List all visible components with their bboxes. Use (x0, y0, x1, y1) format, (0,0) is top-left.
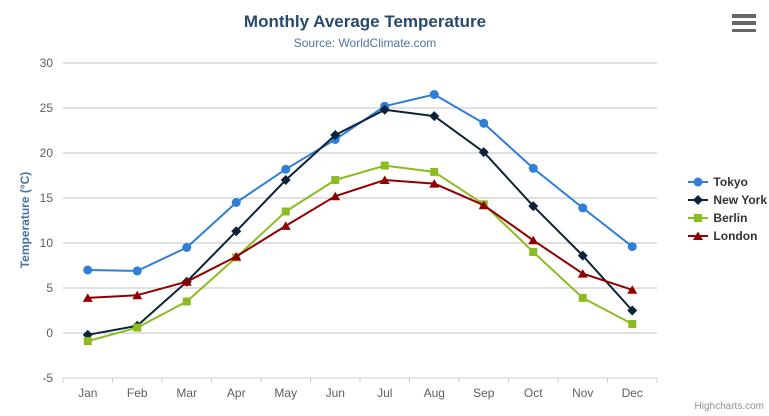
legend-marker-triangle-icon (688, 231, 709, 240)
x-axis-tick-label: Feb (127, 386, 148, 400)
series-line-london (86, 179, 634, 299)
hamburger-bar (732, 28, 756, 32)
series-new-york (82, 104, 638, 340)
data-point-marker (429, 90, 439, 99)
data-point-marker (83, 337, 92, 346)
data-point-marker (330, 130, 341, 140)
hamburger-bar (732, 14, 756, 18)
legend-marker-circle-icon (688, 177, 709, 187)
x-axis-tick-label: Mar (176, 386, 197, 400)
legend-marker-shape (693, 195, 704, 205)
data-point-marker (429, 111, 440, 122)
legend-item-london[interactable]: London (688, 229, 767, 243)
chart-title: Monthly Average Temperature (243, 12, 487, 31)
legend-marker-diamond-icon (688, 195, 709, 205)
y-axis-tick-label: 5 (46, 281, 53, 295)
data-point-marker (577, 269, 588, 278)
data-point-marker (578, 293, 587, 302)
x-axis-tick-label: May (274, 386, 297, 400)
data-point-marker (231, 198, 241, 207)
x-axis-tick-label: Jul (377, 386, 392, 400)
data-point-marker (231, 226, 242, 237)
legend-label-london: London (713, 229, 758, 243)
series-line-new-york (86, 108, 634, 336)
series-london (82, 175, 638, 302)
x-axis-tick-label: Oct (524, 386, 543, 400)
legend-label-berlin: Berlin (713, 211, 748, 225)
hamburger-icon[interactable] (732, 14, 756, 32)
x-axis-tick-label: Sep (473, 386, 495, 400)
data-point-marker (281, 207, 290, 216)
data-point-marker (330, 191, 341, 201)
legend-marker-shape (694, 214, 703, 222)
data-point-marker (380, 161, 389, 170)
data-point-marker (182, 243, 192, 252)
y-axis-tick-label: 15 (40, 191, 54, 205)
legend: Tokyo New York Berlin London (688, 175, 767, 243)
data-point-marker (528, 163, 538, 173)
data-point-marker (132, 290, 143, 300)
data-point-marker (181, 277, 192, 286)
x-axis-tick-label: Nov (572, 386, 593, 400)
data-point-marker (479, 118, 489, 128)
y-axis-tick-label: 10 (40, 236, 54, 250)
credits-link[interactable]: Highcharts.com (694, 401, 764, 412)
legend-item-new-york[interactable]: New York (688, 193, 767, 207)
x-axis-tick-label: Aug (424, 386, 445, 400)
data-point-marker (231, 252, 242, 261)
data-point-marker (82, 293, 93, 302)
series-tokyo (83, 90, 637, 276)
data-point-marker (478, 147, 489, 158)
data-point-marker (528, 201, 539, 212)
data-point-marker (627, 305, 638, 316)
x-axis-tick-label: Apr (227, 386, 246, 400)
series-line-berlin (86, 164, 634, 343)
data-point-marker (577, 250, 588, 261)
x-axis-tick-label: Jan (78, 386, 97, 400)
y-axis-tick-label: 25 (40, 101, 54, 115)
data-point-marker (331, 176, 340, 184)
x-axis-tick-label: Jun (326, 386, 345, 400)
data-point-marker (578, 203, 588, 213)
series-line-tokyo (86, 93, 634, 272)
data-point-marker (628, 320, 637, 328)
x-axis-tick-label: Dec (622, 386, 643, 400)
data-point-marker (379, 104, 390, 115)
y-axis-tick-label: 30 (40, 56, 54, 70)
hamburger-bar (732, 21, 756, 25)
data-point-marker (627, 285, 638, 294)
data-point-marker (133, 323, 142, 332)
legend-marker-shape (693, 177, 703, 187)
data-point-marker (529, 248, 538, 256)
legend-item-tokyo[interactable]: Tokyo (688, 175, 767, 189)
data-point-marker (281, 164, 291, 174)
data-point-marker (430, 167, 439, 176)
legend-label-new-york: New York (713, 193, 767, 207)
data-point-marker (528, 235, 539, 245)
data-point-marker (627, 242, 637, 252)
data-point-marker (280, 221, 291, 230)
legend-marker-shape (693, 231, 704, 240)
y-axis-tick-label: -5 (42, 371, 53, 385)
data-point-marker (478, 200, 489, 210)
data-point-marker (429, 179, 440, 188)
data-point-marker (132, 266, 142, 276)
legend-marker-square-icon (688, 214, 709, 222)
data-point-marker (280, 175, 291, 185)
data-point-marker (83, 265, 93, 275)
y-axis-tick-label: 20 (40, 146, 54, 160)
chart-subtitle: Source: WorldClimate.com (293, 36, 437, 50)
legend-item-berlin[interactable]: Berlin (688, 211, 767, 225)
data-point-marker (182, 297, 191, 306)
data-point-marker (379, 175, 390, 184)
y-axis-tick-label: 0 (46, 326, 53, 340)
legend-label-tokyo: Tokyo (713, 175, 748, 189)
